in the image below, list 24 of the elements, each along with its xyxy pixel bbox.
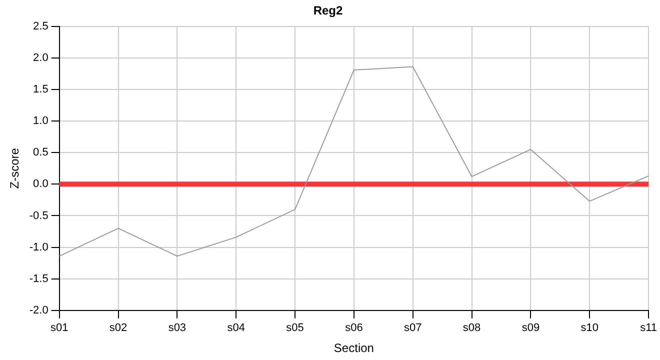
x-tick-label: s04 bbox=[227, 322, 245, 334]
x-tick-label: s08 bbox=[462, 322, 481, 334]
x-axis-title: Section bbox=[334, 341, 374, 356]
y-tick-label: 2.5 bbox=[33, 20, 48, 32]
x-tick-label: s07 bbox=[404, 322, 422, 334]
y-tick-label: 0.5 bbox=[33, 146, 48, 159]
x-tick-label: s06 bbox=[345, 322, 363, 334]
x-tick-label: s01 bbox=[50, 322, 68, 334]
x-tick-label: s10 bbox=[580, 322, 598, 334]
x-tick-label: s09 bbox=[522, 322, 540, 334]
y-tick-label: 2.0 bbox=[33, 52, 48, 64]
y-tick-label: 1.5 bbox=[33, 84, 48, 96]
y-axis-title: Z-score bbox=[8, 148, 22, 189]
y-tick-label: -0.5 bbox=[29, 210, 48, 222]
x-tick-label: s05 bbox=[286, 322, 304, 334]
x-tick-label: s11 bbox=[640, 322, 657, 334]
y-tick-label: -1.0 bbox=[29, 241, 48, 254]
chart-title: Reg2 bbox=[313, 4, 343, 18]
x-tick-label: s02 bbox=[109, 322, 128, 334]
y-tick-label: 1.0 bbox=[33, 115, 48, 128]
x-tick-label: s03 bbox=[168, 322, 186, 334]
y-tick-label: -2.0 bbox=[29, 304, 48, 316]
y-tick-label: 0.0 bbox=[33, 178, 48, 190]
y-tick-label: -1.5 bbox=[29, 272, 48, 285]
